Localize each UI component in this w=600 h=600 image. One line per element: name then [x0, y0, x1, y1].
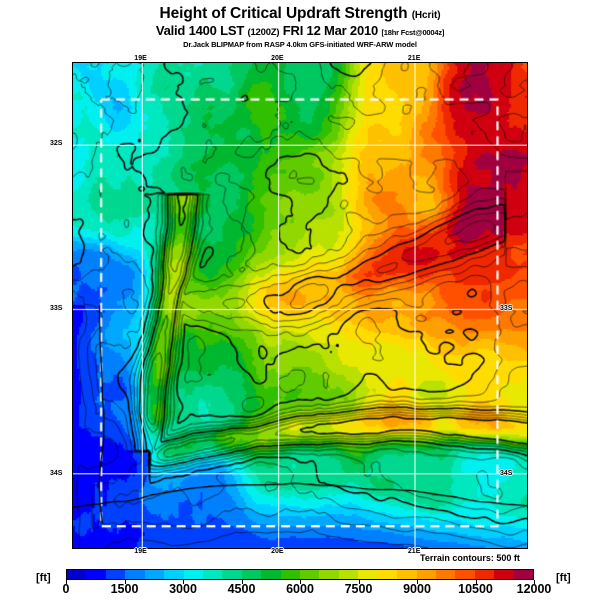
colorbar-segment	[202, 570, 223, 579]
colorbar-tick	[475, 580, 477, 584]
colorbar-segment	[300, 570, 320, 579]
colorbar-tick-label: 6000	[286, 582, 314, 596]
lat-tick-label-right: 33S	[500, 305, 513, 313]
valid-time: Valid 1400 LST	[155, 23, 245, 39]
colorbar-segment	[513, 570, 534, 579]
lon-tick-label: 20E	[271, 55, 284, 62]
colorbar-segment	[319, 570, 339, 579]
chart-title: Height of Critical Updraft Strength (Hcr…	[0, 5, 600, 22]
colorbar-tick	[241, 580, 243, 584]
colorbar-tick-label: 10500	[458, 582, 493, 596]
colorbar-tick-label: 9000	[403, 582, 431, 596]
colorbar-tick	[124, 580, 126, 584]
lat-tick-label-right: 34S	[500, 469, 513, 477]
colorbar-tick	[300, 580, 301, 584]
colorbar-segment	[358, 570, 378, 579]
colorbar-segment	[241, 570, 262, 579]
terrain-contour-note: Terrain contours: 500 ft	[420, 553, 520, 563]
forecast-hour-badge: [18hr Fcst@0004z]	[381, 28, 445, 38]
colorbar-tick-label: 12000	[516, 582, 552, 596]
colorbar-segment	[455, 570, 475, 579]
colorbar-segment	[144, 570, 165, 579]
colorbar-segment	[436, 570, 456, 579]
colorbar-segment	[397, 570, 417, 579]
colorbar-tick-label: 7500	[344, 582, 373, 596]
colorbar-tick-label: 0	[62, 582, 70, 596]
colorbar-tick	[66, 580, 67, 584]
lat-tick-label: 33S	[50, 305, 63, 313]
lon-tick-label: 21E	[407, 548, 421, 555]
chart-title-text: Height of Critical Updraft Strength	[159, 5, 408, 22]
lon-tick-label: 19E	[134, 548, 147, 555]
colorbar-segment	[261, 570, 281, 579]
colorbar-segment	[67, 570, 87, 579]
lon-tick-label: 19E	[134, 55, 147, 62]
lon-tick-label: 20E	[271, 548, 284, 555]
colorbar-segment	[377, 570, 398, 579]
chart-subtitle: Valid 1400 LST (1200Z) FRI 12 Mar 2010 […	[0, 24, 600, 38]
model-credit: Dr.Jack BLIPMAP from RASP 4.0km GFS-init…	[183, 40, 417, 50]
lon-tick-label: 21E	[407, 55, 421, 62]
colorbar-tick-label: 3000	[169, 582, 197, 596]
colorbar-unit-right: [ft]	[556, 572, 571, 584]
colorbar-segment	[280, 570, 301, 579]
colorbar-segment	[222, 570, 242, 579]
colorbar-segment	[125, 570, 145, 579]
colorbar-tick-labels: 0 1500 3000 4500 6000 7500 9000 10500 12000	[62, 582, 552, 598]
colorbar-tick	[534, 580, 535, 584]
colorbar-segment	[105, 570, 126, 579]
valid-date: FRI 12 Mar 2010	[282, 23, 379, 39]
colorbar-ticks	[66, 580, 535, 584]
colorbar-tick	[417, 580, 418, 584]
colorbar-gradient[interactable]	[66, 569, 534, 580]
colorbar-segment	[338, 570, 359, 579]
lat-tick-label: 34S	[50, 469, 63, 477]
colorbar-segment	[416, 570, 437, 579]
colorbar-tick	[183, 580, 184, 584]
chart-title-paren: (Hcrit)	[411, 10, 441, 21]
map-panel[interactable]	[72, 62, 528, 549]
valid-time-utc: (1200Z)	[247, 27, 280, 39]
lat-tick-label: 32S	[50, 139, 63, 147]
colorbar-segment	[494, 570, 514, 579]
colorbar-segment	[474, 570, 495, 579]
colorbar-segment	[86, 570, 106, 579]
colorbar-tick-label: 4500	[227, 582, 256, 596]
colorbar-segment	[164, 570, 184, 579]
colorbar-tick-label: 1500	[110, 582, 139, 596]
colorbar-tick	[358, 580, 360, 584]
hcrit-heatmap-canvas[interactable]	[73, 63, 527, 548]
colorbar-unit-left: [ft]	[36, 572, 51, 584]
chart-title-block: Height of Critical Updraft Strength (Hcr…	[0, 5, 600, 50]
colorbar-segment	[183, 570, 203, 579]
colorbar-panel: [ft] [ft] 0 1500 3000 4500 6000 7500 9000 10500…	[0, 566, 600, 600]
